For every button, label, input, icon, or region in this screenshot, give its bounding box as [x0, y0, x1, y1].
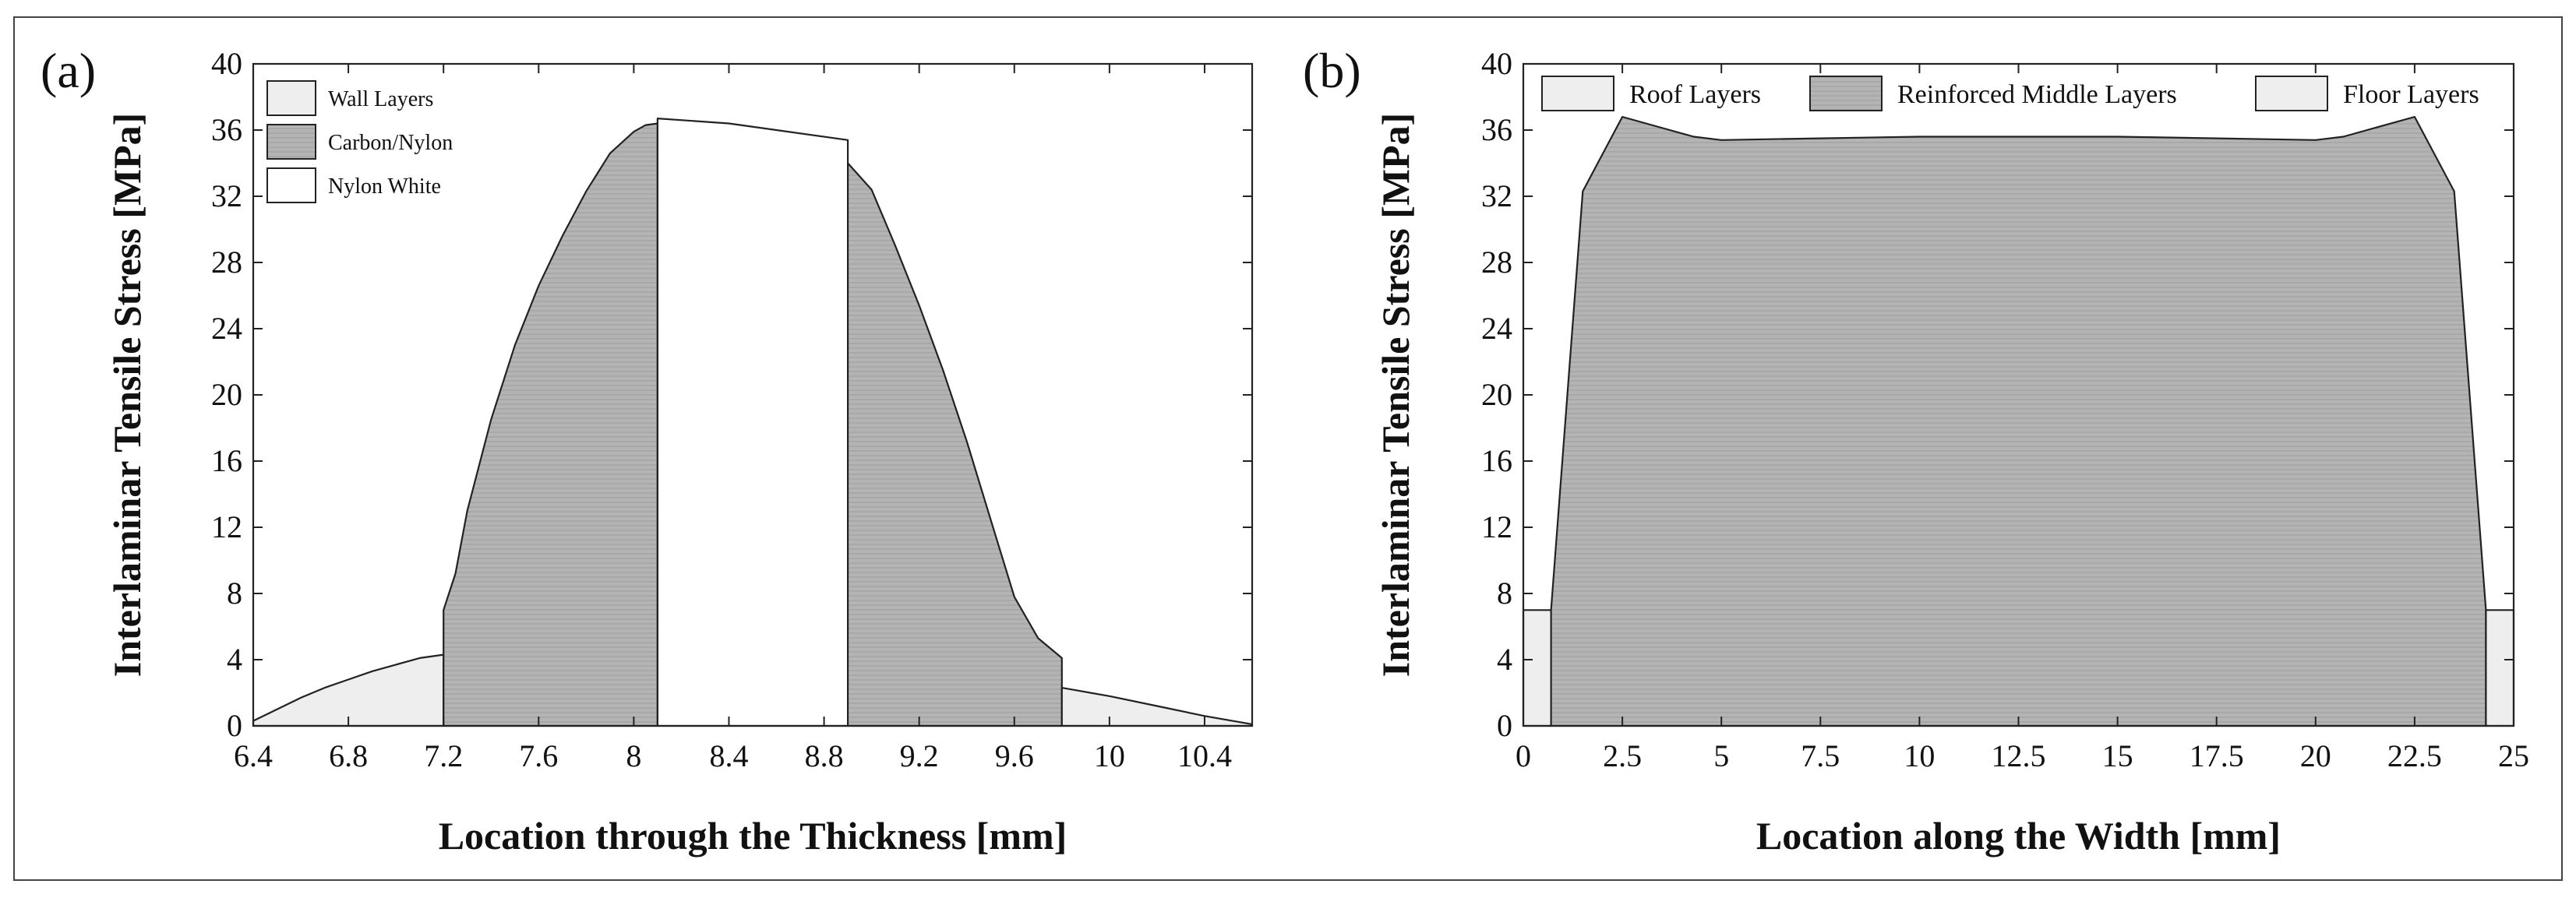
y-tick-label: 16: [211, 443, 242, 478]
x-tick-label: 6.4: [234, 738, 273, 773]
series-area-wall-layers-4: [1060, 687, 1254, 727]
y-tick-label: 36: [211, 112, 242, 147]
x-tick-label: 6.8: [329, 738, 368, 773]
legend-swatch-1: [266, 124, 316, 160]
panel-a: 0 4 8 12 16 20 24 28 32 36 40 6.4 6.8 7.2 7.6 8 8.4 8.8 9.…: [41, 43, 1254, 858]
legend-label-2: Floor Layers: [2343, 80, 2479, 109]
x-tick-label: 17.5: [2190, 738, 2244, 773]
x-tick-label: 2.5: [1603, 738, 1642, 773]
series-area-wall-layers-0: [252, 653, 445, 727]
x-tick-label: 25: [2498, 738, 2529, 773]
y-tick-label: 24: [1481, 311, 1512, 346]
x-tick-label: 20: [2300, 738, 2331, 773]
legend-swatch-2: [266, 167, 316, 203]
panel-b: 0 4 8 12 16 20 24 28 32 36 40 0 2.5 5 7.5 10 12.5 15 17.5 2…: [1303, 43, 2529, 858]
x-tick-label: 10.4: [1177, 738, 1232, 773]
legend-label-0: Wall Layers: [328, 87, 433, 111]
x-tick-label: 8: [626, 738, 641, 773]
panel-label: (b): [1303, 43, 1361, 98]
y-tick-label: 12: [1481, 509, 1512, 544]
x-axis-title: Location along the Width [mm]: [1756, 814, 2281, 858]
legend-swatch-1: [1809, 76, 1883, 111]
y-tick-label: 0: [227, 708, 242, 743]
y-axis-title: Interlaminar Tensile Stress [MPa]: [105, 113, 149, 678]
legend-label-1: Reinforced Middle Layers: [1897, 80, 2177, 109]
y-tick-label: 12: [211, 509, 242, 544]
series-area-reinforced-middle-layers-1: [1550, 115, 2487, 727]
x-tick-label: 10: [1904, 738, 1935, 773]
series-area-nylon-white-2: [656, 118, 849, 727]
x-tick-label: 0: [1516, 738, 1531, 773]
y-tick-label: 36: [1481, 112, 1512, 147]
legend-swatch-2: [2255, 76, 2328, 111]
figure-frame: [13, 16, 2563, 881]
y-tick-label: 40: [211, 46, 242, 81]
y-tick-label: 28: [1481, 245, 1512, 280]
x-tick-label: 8.4: [709, 738, 748, 773]
x-axis-title: Location through the Thickness [mm]: [439, 814, 1067, 858]
legend-label-0: Roof Layers: [1629, 80, 1761, 109]
y-tick-label: 4: [1497, 642, 1512, 677]
x-tick-label: 12.5: [1992, 738, 2046, 773]
y-tick-label: 32: [1481, 178, 1512, 213]
y-tick-label: 16: [1481, 443, 1512, 478]
x-tick-label: 7.2: [424, 738, 463, 773]
x-tick-label: 7.6: [519, 738, 558, 773]
series-area-roof-layers-0: [1522, 609, 1552, 727]
x-tick-label: 7.5: [1801, 738, 1840, 773]
panel-label: (a): [41, 43, 96, 98]
legend-swatch-0: [266, 80, 316, 116]
series-area-floor-layers-2: [2485, 609, 2515, 727]
legend-label-1: Carbon/Nylon: [328, 131, 453, 155]
y-tick-label: 24: [211, 311, 242, 346]
y-tick-label: 4: [227, 642, 242, 677]
y-tick-label: 20: [1481, 377, 1512, 412]
y-tick-label: 20: [211, 377, 242, 412]
y-tick-label: 8: [1497, 576, 1512, 611]
x-tick-label: 15: [2102, 738, 2133, 773]
series-area-carbon-nylon-1: [443, 122, 658, 727]
series-area-carbon-nylon-3: [847, 162, 1063, 727]
y-tick-label: 32: [211, 178, 242, 213]
y-axis-title: Interlaminar Tensile Stress [MPa]: [1374, 113, 1417, 678]
legend-label-2: Nylon White: [328, 174, 441, 199]
x-tick-label: 9.2: [900, 738, 939, 773]
x-tick-label: 9.6: [995, 738, 1034, 773]
y-tick-label: 28: [211, 245, 242, 280]
y-tick-label: 40: [1481, 46, 1512, 81]
y-tick-label: 0: [1497, 708, 1512, 743]
y-tick-label: 8: [227, 576, 242, 611]
x-tick-label: 22.5: [2387, 738, 2442, 773]
x-tick-label: 8.8: [805, 738, 844, 773]
x-tick-label: 10: [1094, 738, 1125, 773]
legend-swatch-0: [1541, 76, 1614, 111]
x-tick-label: 5: [1713, 738, 1729, 773]
